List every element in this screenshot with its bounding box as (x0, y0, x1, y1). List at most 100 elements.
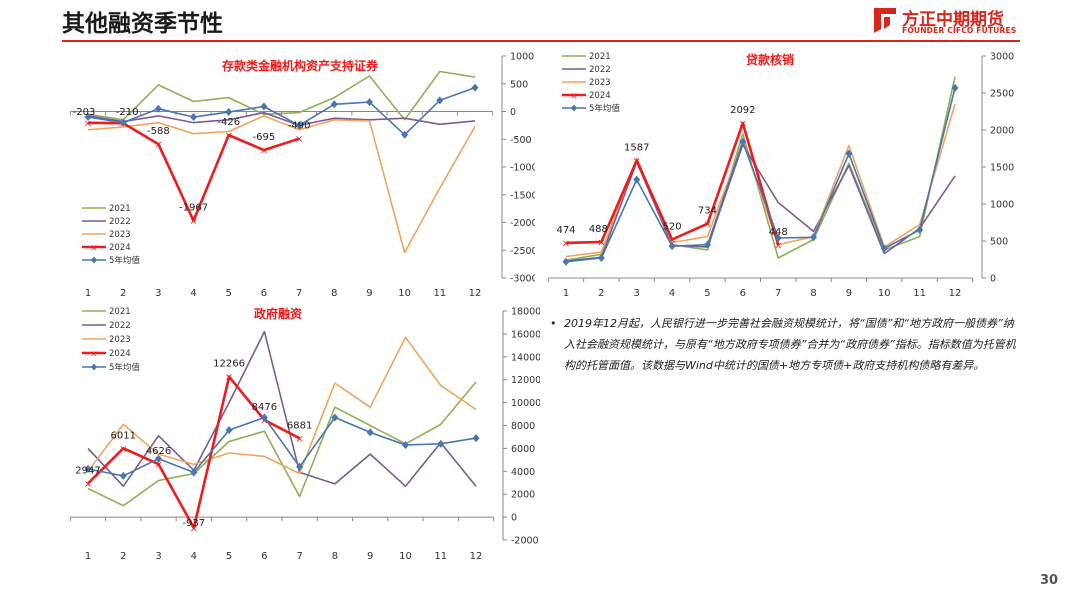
series-point-avg (845, 149, 853, 158)
x-tick-label: 5 (226, 551, 232, 562)
x-tick-label: 8 (332, 551, 338, 562)
series-point-avg (436, 96, 444, 105)
gov-financing-chart: -200002000400060008000100001200014000160… (69, 306, 540, 562)
legend-label: 2023 (109, 335, 131, 345)
page-number: 30 (1040, 573, 1059, 588)
series-point-2024: × (703, 219, 711, 230)
x-tick-label: 5 (704, 288, 710, 299)
series-line-2022 (87, 330, 477, 487)
series-point-avg (331, 413, 339, 422)
y-tick-label: -1000 (510, 163, 535, 174)
y-tick-label: 3000 (990, 52, 1014, 63)
legend-marker-2024: × (90, 350, 98, 360)
series-point-avg (330, 100, 338, 109)
data-label-2024: 474 (556, 225, 575, 236)
x-tick-label: 7 (296, 551, 302, 562)
header-divider (62, 40, 1020, 42)
series-point-avg (84, 113, 92, 122)
series-line-2022 (87, 111, 476, 127)
x-tick-label: 1 (563, 288, 569, 299)
data-label-2024: 6011 (111, 430, 136, 441)
data-label-2024: -203 (73, 107, 96, 118)
y-tick-label: 16000 (511, 329, 540, 340)
data-label-2024: -588 (147, 126, 170, 137)
x-tick-label: 9 (367, 551, 373, 562)
x-tick-label: 9 (366, 288, 372, 299)
note-bullet: • (550, 317, 557, 330)
page-title: 其他融资季节性 (62, 11, 223, 37)
y-tick-label: 14000 (511, 352, 540, 363)
methodology-note: • 2019年12月起，人民银行进一步完善社会融资规模统计，将“国债”和“地方政… (550, 313, 1020, 376)
y-tick-label: 2500 (990, 89, 1014, 100)
x-tick-label: 7 (296, 288, 302, 299)
x-tick-label: 10 (398, 288, 411, 299)
data-label-2024: -490 (288, 121, 311, 132)
chart-title: 存款类金融机构资产支持证券 (221, 58, 379, 73)
y-tick-label: 500 (510, 79, 528, 90)
series-point-2024: × (84, 118, 92, 129)
series-line-2021 (87, 381, 477, 507)
series-point-avg (260, 102, 268, 111)
data-label-2024: 12266 (213, 359, 245, 370)
x-tick-label: 8 (331, 288, 337, 299)
data-label-2024: 520 (663, 222, 682, 233)
data-label-2024: 2947 (75, 465, 100, 476)
series-point-avg (401, 130, 409, 139)
series-point-2024: × (562, 238, 570, 249)
x-tick-label: 3 (155, 288, 161, 299)
y-tick-label: 1000 (510, 52, 534, 63)
series-point-2024: × (225, 372, 233, 383)
series-line-2021 (565, 76, 956, 261)
chart-title: 政府融资 (254, 306, 302, 321)
y-tick-label: 12000 (511, 375, 540, 386)
x-tick-label: 8 (810, 288, 816, 299)
data-label-2024: 4626 (146, 446, 171, 457)
y-tick-label: 500 (990, 237, 1008, 248)
legend-marker-2024: × (570, 92, 578, 102)
x-tick-label: 10 (399, 551, 412, 562)
y-tick-label: 0 (511, 513, 517, 524)
data-label-2024: 2092 (730, 105, 755, 116)
series-point-2024: × (774, 240, 782, 251)
series-point-avg (365, 98, 373, 107)
x-tick-label: 4 (669, 288, 675, 299)
y-tick-label: 2000 (990, 126, 1014, 137)
series-point-avg (295, 121, 303, 130)
logo-name-en: FOUNDER CIFCO FUTURES (902, 26, 1017, 35)
y-tick-label: 0 (510, 107, 516, 118)
data-label-2024: -210 (116, 107, 139, 118)
legend-label: 2023 (589, 78, 611, 88)
y-tick-label: -3000 (510, 274, 535, 285)
series-point-avg (951, 83, 959, 92)
series-point-2024: × (597, 237, 605, 248)
legend-label: 2021 (109, 307, 131, 317)
x-tick-label: 6 (261, 288, 267, 299)
legend-label: 2022 (109, 321, 131, 331)
legend-label: 5年均值 (589, 103, 620, 114)
data-label-2024: 8476 (252, 402, 277, 413)
x-tick-label: 11 (433, 288, 446, 299)
legend-label: 2024 (109, 349, 131, 359)
series-line-2024 (565, 121, 780, 246)
series-point-2024: × (119, 444, 127, 455)
series-line-5年均值 (565, 87, 956, 263)
y-tick-label: -2500 (510, 246, 535, 257)
series-line-2021 (87, 70, 476, 121)
x-tick-label: 6 (740, 288, 746, 299)
x-tick-label: 9 (846, 288, 852, 299)
legend-label: 2021 (589, 52, 611, 62)
series-point-2024: × (189, 216, 197, 227)
data-label-2024: 488 (589, 224, 608, 235)
series-point-2024: × (295, 134, 303, 145)
x-tick-label: 6 (261, 551, 267, 562)
x-tick-label: 5 (226, 288, 232, 299)
legend-label: 2024 (589, 91, 611, 101)
data-label-2024: 734 (698, 206, 717, 217)
legend-label: 2022 (589, 65, 611, 75)
x-tick-label: 1 (85, 551, 91, 562)
series-point-avg (190, 113, 198, 122)
x-tick-label: 10 (878, 288, 891, 299)
x-tick-label: 11 (434, 551, 447, 562)
